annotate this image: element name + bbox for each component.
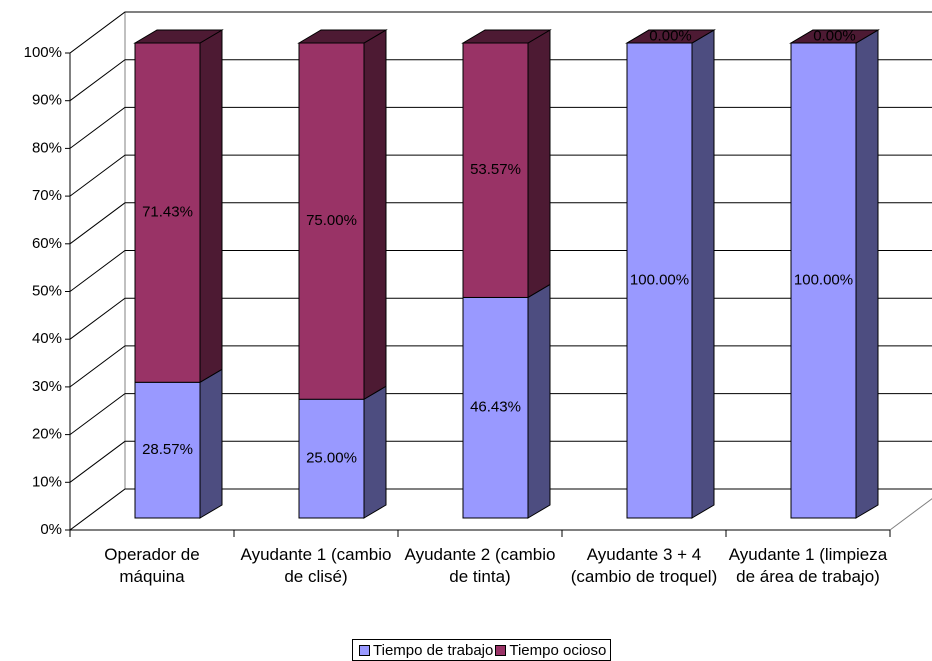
- bar-segment: [462, 283, 551, 519]
- value-label: 75.00%: [306, 212, 357, 229]
- bar-top: [297, 29, 388, 44]
- bar-segment: [789, 29, 880, 44]
- legend-swatch: [359, 644, 370, 656]
- bar-segment: [461, 29, 552, 299]
- y-tick-label: 20%: [32, 426, 62, 443]
- value-label: 100.00%: [630, 271, 689, 288]
- bar-side: [691, 29, 715, 519]
- y-tick-label: 80%: [32, 139, 62, 156]
- x-tick-label: Operador de máquina: [104, 545, 200, 586]
- y-tick-label: 10%: [32, 473, 62, 490]
- y-tick-label: 50%: [32, 282, 62, 299]
- value-label: 25.00%: [306, 450, 357, 467]
- bar-segment: [134, 368, 223, 519]
- legend-swatch: [495, 644, 507, 656]
- bar-segment: [625, 29, 716, 44]
- value-label: 0.00%: [813, 27, 856, 44]
- y-tick-label: 40%: [32, 330, 62, 347]
- bar-front: [298, 42, 365, 400]
- bar-front: [134, 42, 201, 383]
- bar-side: [855, 29, 879, 519]
- y-tick-label: 60%: [32, 235, 62, 252]
- bar-front: [462, 296, 529, 519]
- y-tick-label: 100%: [24, 44, 62, 61]
- bar-side: [199, 29, 223, 384]
- bar-front: [298, 398, 365, 519]
- bar-top: [461, 29, 552, 44]
- value-label: 28.57%: [142, 441, 193, 458]
- grid-line: [69, 11, 932, 54]
- bar-segment: [297, 29, 388, 401]
- legend-label: Tiempo ocioso: [509, 641, 607, 659]
- value-label: 53.57%: [470, 161, 521, 178]
- x-tick-label: Ayudante 2 (cambio de tinta): [404, 545, 556, 586]
- value-label: 0.00%: [649, 27, 692, 44]
- value-label: 100.00%: [794, 271, 853, 288]
- bar-top: [625, 29, 716, 44]
- y-tick-label: 30%: [32, 378, 62, 395]
- value-label: 71.43%: [142, 204, 193, 221]
- x-tick-label: Ayudante 1 (cambio de clisé): [240, 545, 392, 586]
- bar-top: [789, 29, 880, 44]
- y-tick-label: 0%: [40, 521, 62, 538]
- y-tick-label: 70%: [32, 187, 62, 204]
- x-tick-label: Ayudante 3 + 4 (cambio de troquel): [570, 545, 718, 586]
- bar-top: [133, 29, 224, 44]
- bar-side: [527, 283, 551, 519]
- bar-front: [626, 42, 693, 519]
- bar-front: [462, 42, 529, 298]
- bar-side: [363, 29, 387, 401]
- value-label: 46.43%: [470, 399, 521, 416]
- bar-segment: [298, 385, 387, 519]
- bar-side: [527, 29, 551, 299]
- legend: Tiempo de trabajo Tiempo ocioso: [352, 639, 612, 661]
- y-tick-label: 90%: [32, 92, 62, 109]
- bar-segment: [133, 29, 224, 384]
- bar-side: [363, 385, 387, 519]
- legend-label: Tiempo de trabajo: [373, 641, 494, 659]
- bar-side: [199, 368, 223, 519]
- x-tick-label: Ayudante 1 (limpieza de área de trabajo): [728, 545, 888, 586]
